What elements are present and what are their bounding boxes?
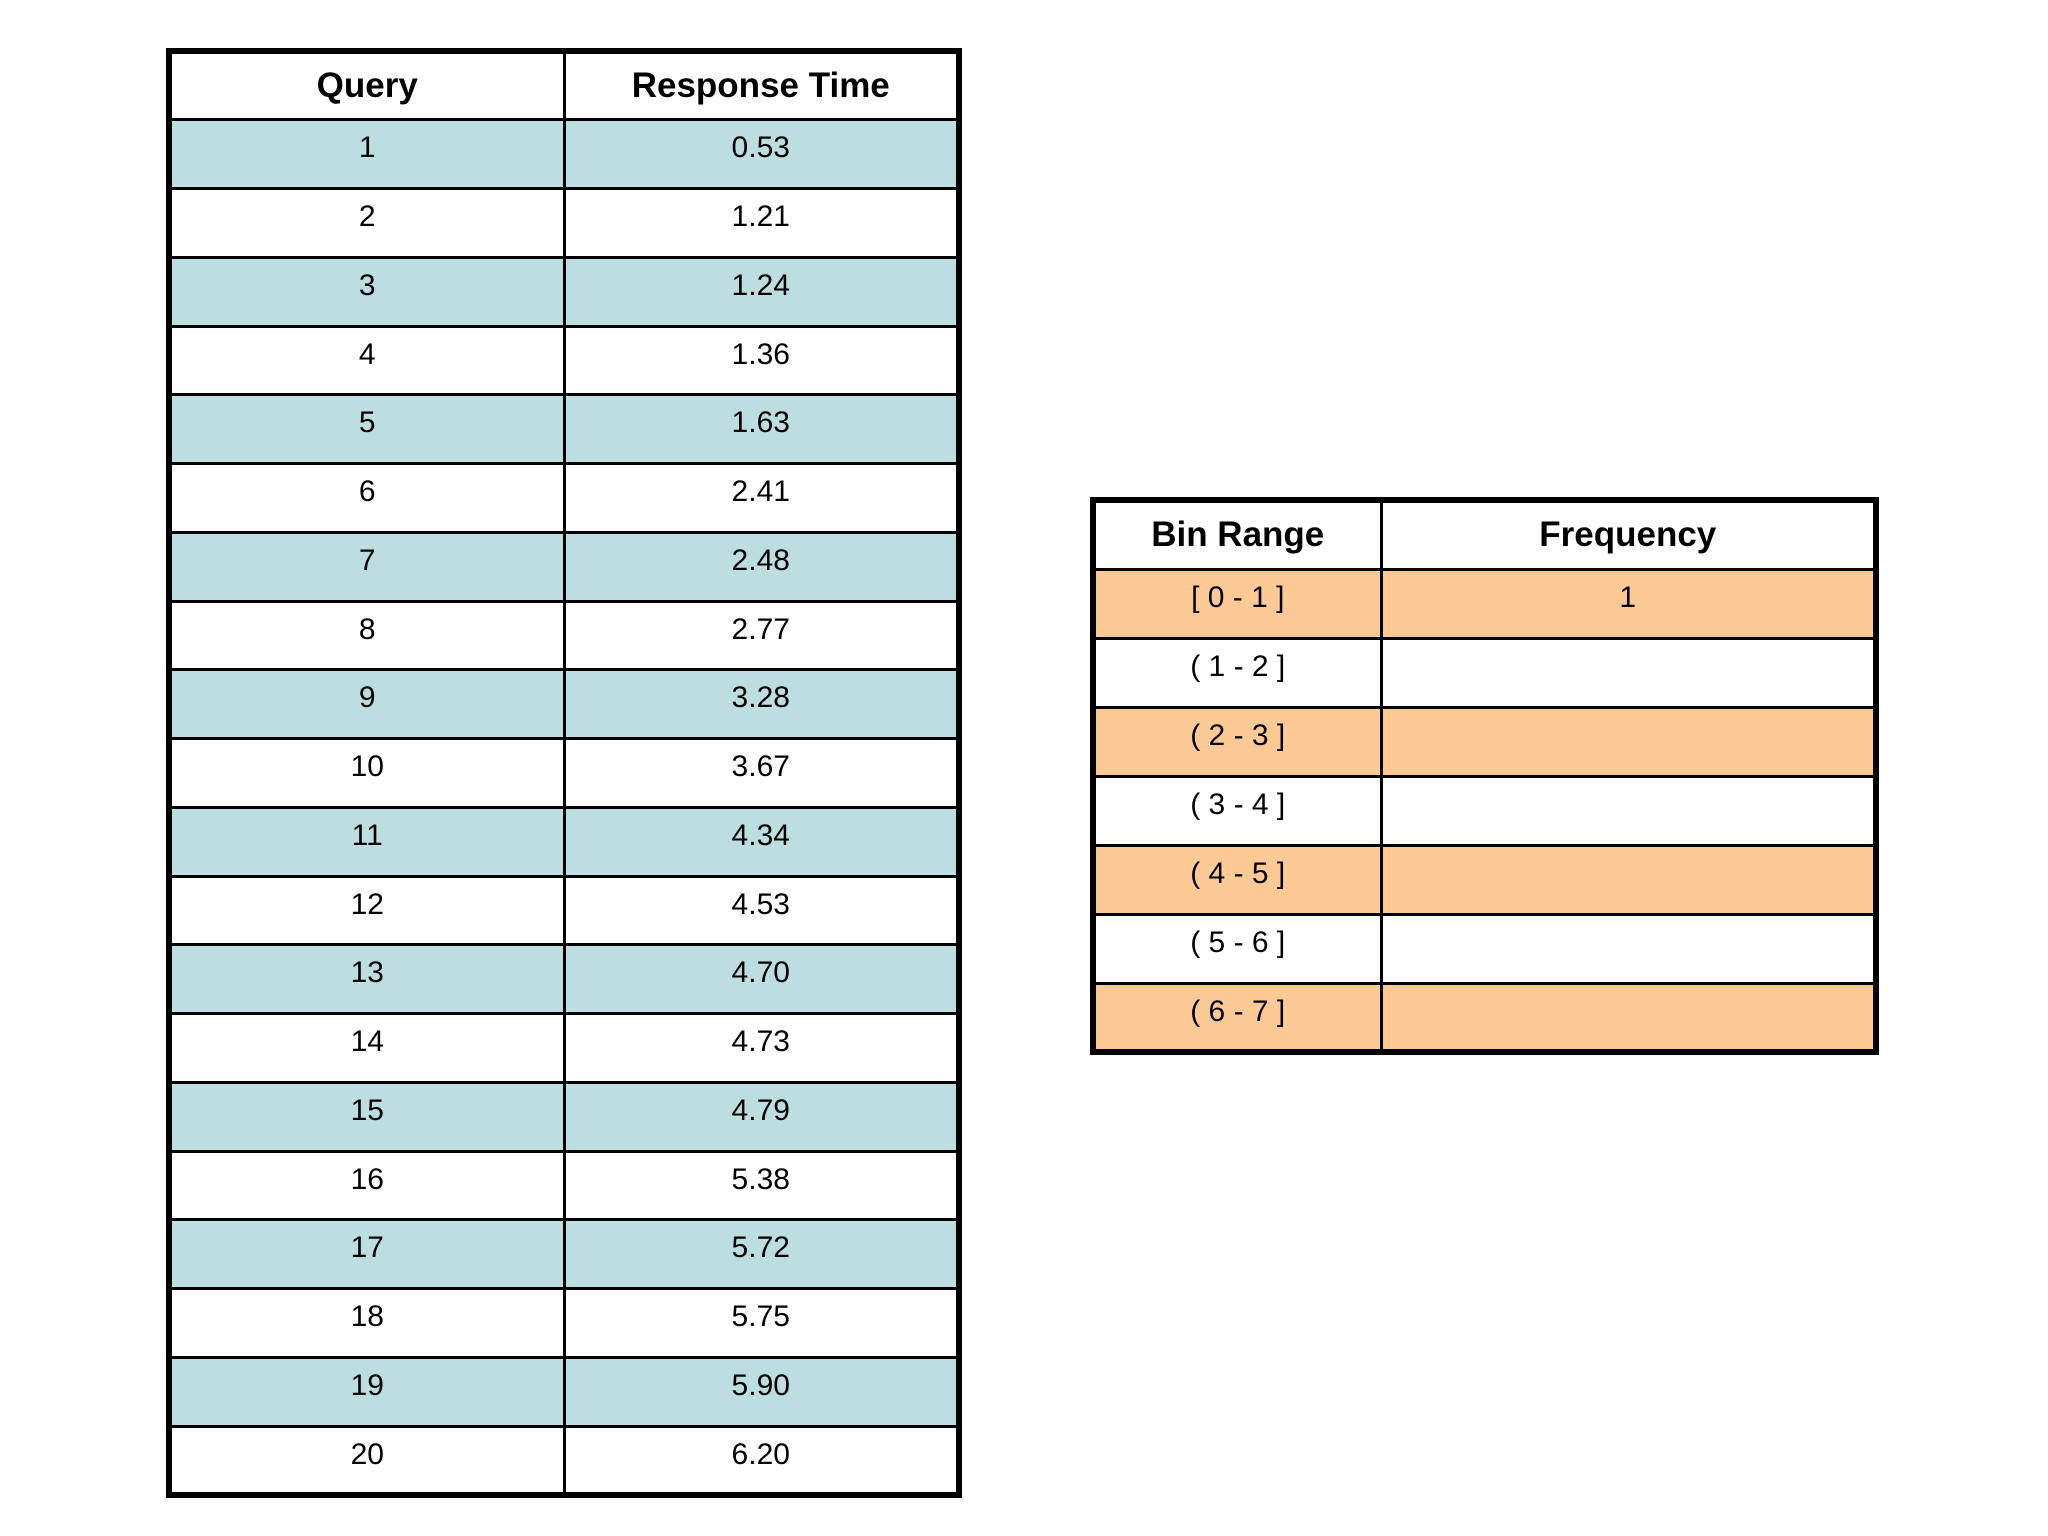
response-time-cell: 5.90 xyxy=(562,1355,961,1428)
query-row: 6 2.41 xyxy=(167,462,961,534)
query-cell: 4 xyxy=(167,324,566,397)
response-time-cell: 2.48 xyxy=(562,530,961,603)
query-row: 2 1.21 xyxy=(167,187,961,259)
response-time-cell: 4.73 xyxy=(562,1012,961,1084)
response-time-cell: 4.34 xyxy=(562,805,961,878)
response-time-cell: 4.53 xyxy=(562,874,961,947)
query-cell: 13 xyxy=(167,943,566,1015)
bin-row: ( 2 - 3 ] xyxy=(1091,705,1878,778)
bin-range-cell: [ 0 - 1 ] xyxy=(1091,567,1383,640)
query-cell: 6 xyxy=(167,462,566,534)
frequency-cell xyxy=(1379,843,1878,916)
query-cell: 18 xyxy=(167,1287,566,1359)
bin-row: ( 3 - 4 ] xyxy=(1091,774,1878,847)
bin-row: [ 0 - 1 ] 1 xyxy=(1091,567,1878,640)
bin-range-cell: ( 6 - 7 ] xyxy=(1091,981,1383,1054)
query-cell: 19 xyxy=(167,1355,566,1428)
bin-range-cell: ( 4 - 5 ] xyxy=(1091,843,1383,916)
query-cell: 11 xyxy=(167,805,566,878)
frequency-column-header: Frequency xyxy=(1379,498,1878,571)
bin-row: ( 5 - 6 ] xyxy=(1091,912,1878,985)
query-row: 20 6.20 xyxy=(167,1424,961,1497)
response-time-cell: 2.77 xyxy=(562,599,961,672)
query-cell: 3 xyxy=(167,255,566,328)
query-row: 19 5.90 xyxy=(167,1355,961,1428)
response-time-cell: 5.75 xyxy=(562,1287,961,1359)
bin-row: ( 6 - 7 ] xyxy=(1091,981,1878,1054)
query-cell: 12 xyxy=(167,874,566,947)
response-time-cell: 3.67 xyxy=(562,737,961,809)
query-row: 18 5.75 xyxy=(167,1287,961,1359)
query-row: 15 4.79 xyxy=(167,1080,961,1153)
query-cell: 5 xyxy=(167,393,566,465)
bin-row: ( 1 - 2 ] xyxy=(1091,636,1878,709)
query-cell: 15 xyxy=(167,1080,566,1153)
query-cell: 17 xyxy=(167,1218,566,1290)
bin-range-cell: ( 5 - 6 ] xyxy=(1091,912,1383,985)
query-row: 11 4.34 xyxy=(167,805,961,878)
query-row: 3 1.24 xyxy=(167,255,961,328)
frequency-cell xyxy=(1379,636,1878,709)
query-cell: 10 xyxy=(167,737,566,809)
bin-frequency-table: Bin Range Frequency [ 0 - 1 ] 1 ( 1 - 2 ]… xyxy=(1090,497,1879,1055)
query-row: 17 5.72 xyxy=(167,1218,961,1290)
query-row: 1 0.53 xyxy=(167,118,961,190)
frequency-cell xyxy=(1379,774,1878,847)
response-time-cell: 3.28 xyxy=(562,668,961,740)
query-row: 9 3.28 xyxy=(167,668,961,740)
query-row: 7 2.48 xyxy=(167,530,961,603)
response-time-cell: 5.72 xyxy=(562,1218,961,1290)
bin-row: ( 4 - 5 ] xyxy=(1091,843,1878,916)
query-cell: 9 xyxy=(167,668,566,740)
query-table-header-row: Query Response Time xyxy=(167,49,961,122)
query-cell: 2 xyxy=(167,187,566,259)
query-cell: 20 xyxy=(167,1424,566,1497)
query-row: 8 2.77 xyxy=(167,599,961,672)
query-row: 14 4.73 xyxy=(167,1012,961,1084)
response-time-cell: 6.20 xyxy=(562,1424,961,1497)
response-time-cell: 1.21 xyxy=(562,187,961,259)
bin-range-cell: ( 1 - 2 ] xyxy=(1091,636,1383,709)
query-row: 12 4.53 xyxy=(167,874,961,947)
response-time-cell: 4.79 xyxy=(562,1080,961,1153)
query-cell: 7 xyxy=(167,530,566,603)
frequency-cell xyxy=(1379,981,1878,1054)
response-time-cell: 0.53 xyxy=(562,118,961,190)
query-row: 5 1.63 xyxy=(167,393,961,465)
response-time-cell: 2.41 xyxy=(562,462,961,534)
bin-table-header-row: Bin Range Frequency xyxy=(1091,498,1878,571)
response-time-cell: 4.70 xyxy=(562,943,961,1015)
query-row: 13 4.70 xyxy=(167,943,961,1015)
query-cell: 16 xyxy=(167,1149,566,1222)
query-row: 4 1.36 xyxy=(167,324,961,397)
bin-range-column-header: Bin Range xyxy=(1091,498,1383,571)
frequency-cell xyxy=(1379,912,1878,985)
query-column-header: Query xyxy=(167,49,566,122)
response-time-cell: 1.63 xyxy=(562,393,961,465)
frequency-cell xyxy=(1379,705,1878,778)
response-time-column-header: Response Time xyxy=(562,49,961,122)
frequency-cell: 1 xyxy=(1379,567,1878,640)
response-time-cell: 1.36 xyxy=(562,324,961,397)
query-cell: 1 xyxy=(167,118,566,190)
response-time-cell: 1.24 xyxy=(562,255,961,328)
bin-range-cell: ( 2 - 3 ] xyxy=(1091,705,1383,778)
query-cell: 8 xyxy=(167,599,566,672)
query-row: 16 5.38 xyxy=(167,1149,961,1222)
query-row: 10 3.67 xyxy=(167,737,961,809)
response-time-cell: 5.38 xyxy=(562,1149,961,1222)
bin-range-cell: ( 3 - 4 ] xyxy=(1091,774,1383,847)
query-cell: 14 xyxy=(167,1012,566,1084)
